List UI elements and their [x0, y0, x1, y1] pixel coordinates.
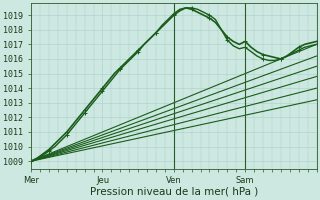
X-axis label: Pression niveau de la mer( hPa ): Pression niveau de la mer( hPa )	[90, 187, 258, 197]
